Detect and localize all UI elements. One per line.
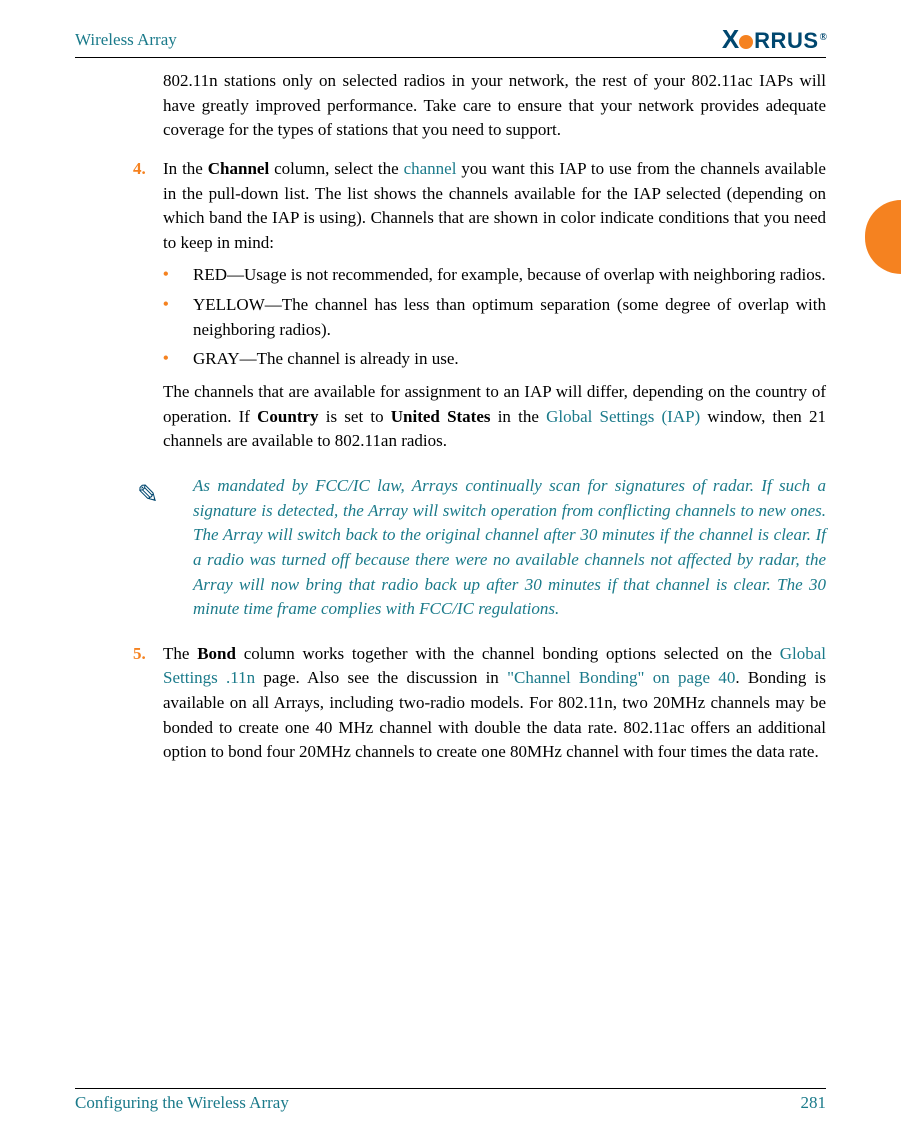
section-thumb-tab (865, 200, 901, 274)
s5-t1: The (163, 644, 197, 663)
page-number: 281 (801, 1093, 827, 1113)
footer-section-title: Configuring the Wireless Array (75, 1093, 289, 1113)
global-settings-iap-link[interactable]: Global Settings (IAP) (546, 407, 700, 426)
step-4-t1: In the (163, 159, 208, 178)
page: Wireless Array X RRUS ® 802.11n stations… (0, 0, 901, 1137)
bullet-gray: • GRAY—The channel is already in use. (163, 347, 826, 372)
bullet-yellow-text: YELLOW—The channel has less than optimum… (193, 293, 826, 342)
xirrus-logo: X RRUS ® (722, 24, 826, 55)
ab-t2: is set to (319, 407, 391, 426)
step-4-bold-channel: Channel (208, 159, 269, 178)
bullet-marker: • (163, 347, 193, 372)
step-4-body: In the Channel column, select the channe… (163, 157, 826, 256)
logo-rest: RRUS (754, 28, 818, 54)
logo-x: X (722, 24, 738, 55)
continuing-paragraph: 802.11n stations only on selected radios… (133, 69, 826, 143)
step-4-marker: 4. (133, 157, 163, 256)
s5-bold-bond: Bond (197, 644, 236, 663)
bullet-gray-text: GRAY—The channel is already in use. (193, 347, 826, 372)
s5-t3: page. Also see the discussion in (255, 668, 507, 687)
bullet-yellow: • YELLOW—The channel has less than optim… (163, 293, 826, 342)
logo-dot-icon (739, 35, 753, 49)
s5-t2: column works together with the channel b… (236, 644, 780, 663)
page-footer: Configuring the Wireless Array 281 (75, 1088, 826, 1113)
note-pencil-icon: ✎ (133, 474, 193, 622)
ab-bold-us: United States (391, 407, 491, 426)
step-4: 4. In the Channel column, select the cha… (133, 157, 826, 256)
ab-t3: in the (491, 407, 547, 426)
channel-link[interactable]: channel (404, 159, 457, 178)
step-5-body: The Bond column works together with the … (163, 642, 826, 765)
step-5-marker: 5. (133, 642, 163, 765)
registered-mark: ® (820, 32, 827, 43)
fcc-note: ✎ As mandated by FCC/IC law, Arrays cont… (133, 474, 826, 622)
bullet-red: • RED—Usage is not recommended, for exam… (163, 263, 826, 288)
page-content: 802.11n stations only on selected radios… (75, 69, 826, 765)
bullet-red-text: RED—Usage is not recommended, for exampl… (193, 263, 826, 288)
channel-bonding-link[interactable]: "Channel Bonding" on page 40 (507, 668, 735, 687)
color-bullet-list: • RED—Usage is not recommended, for exam… (133, 263, 826, 372)
bullet-marker: • (163, 263, 193, 288)
ab-bold-country: Country (257, 407, 318, 426)
header-title: Wireless Array (75, 30, 177, 50)
page-header: Wireless Array X RRUS ® (75, 24, 826, 58)
step-5: 5. The Bond column works together with t… (133, 642, 826, 765)
step-4-t2: column, select the (269, 159, 403, 178)
note-text: As mandated by FCC/IC law, Arrays contin… (193, 474, 826, 622)
after-bullets-paragraph: The channels that are available for assi… (133, 380, 826, 454)
bullet-marker: • (163, 293, 193, 342)
